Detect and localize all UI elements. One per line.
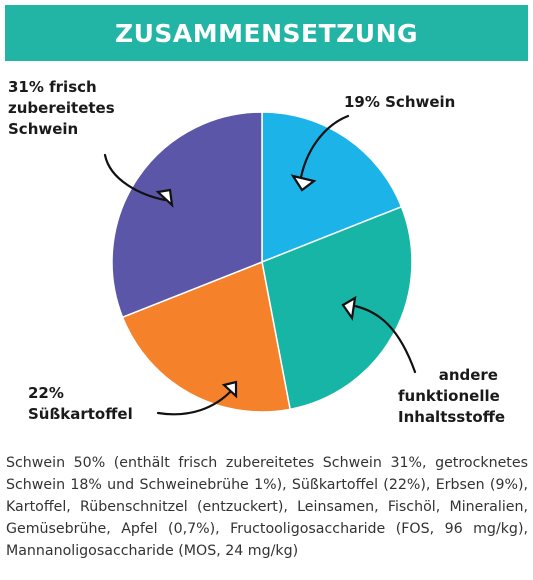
arrow-head [155,188,174,208]
pie-slice [261,205,413,411]
pie-chart [103,111,417,416]
arrows [103,114,417,416]
pie-slice [261,111,403,264]
slice-label: 19% Schwein [344,93,456,111]
arrow [156,388,234,416]
pie-slice [111,111,263,319]
arrow-head [341,295,357,321]
description: Schwein 50% (enthält frisch zubereitetes… [6,455,528,559]
slice-label: 22% Süßkartoffel [28,384,133,423]
arrow [298,114,350,185]
arrow-head [221,380,238,399]
arrow [103,153,167,202]
pie-slice [121,260,291,413]
slice-label: 31% frisch zubereitetes Schwein [8,78,115,138]
slices [111,111,413,413]
arrow [348,303,417,374]
arrow-head [290,174,317,192]
chart-title: ZUSAMMENSETZUNG [5,5,528,61]
slice-label: andere funktionelle Inhaltsstoffe [398,366,506,426]
